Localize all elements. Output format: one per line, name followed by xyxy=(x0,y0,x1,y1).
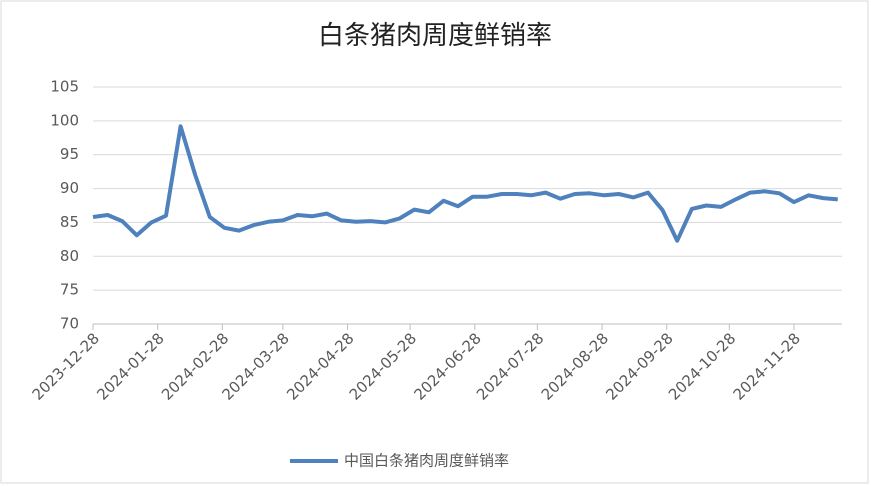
y-tick-label: 95 xyxy=(60,145,79,163)
legend-label: 中国白条猪肉周度鲜销率 xyxy=(344,452,509,470)
y-tick-label: 85 xyxy=(60,213,79,231)
y-tick-label: 70 xyxy=(60,315,79,333)
y-tick-label: 80 xyxy=(60,247,79,265)
data-line xyxy=(92,124,838,243)
chart-title: 白条猪肉周度鲜销率 xyxy=(318,21,552,51)
y-tick-label: 90 xyxy=(60,179,79,197)
y-tick-label: 75 xyxy=(60,281,79,299)
y-tick-label: 100 xyxy=(50,111,79,129)
y-tick-label: 105 xyxy=(50,78,79,96)
